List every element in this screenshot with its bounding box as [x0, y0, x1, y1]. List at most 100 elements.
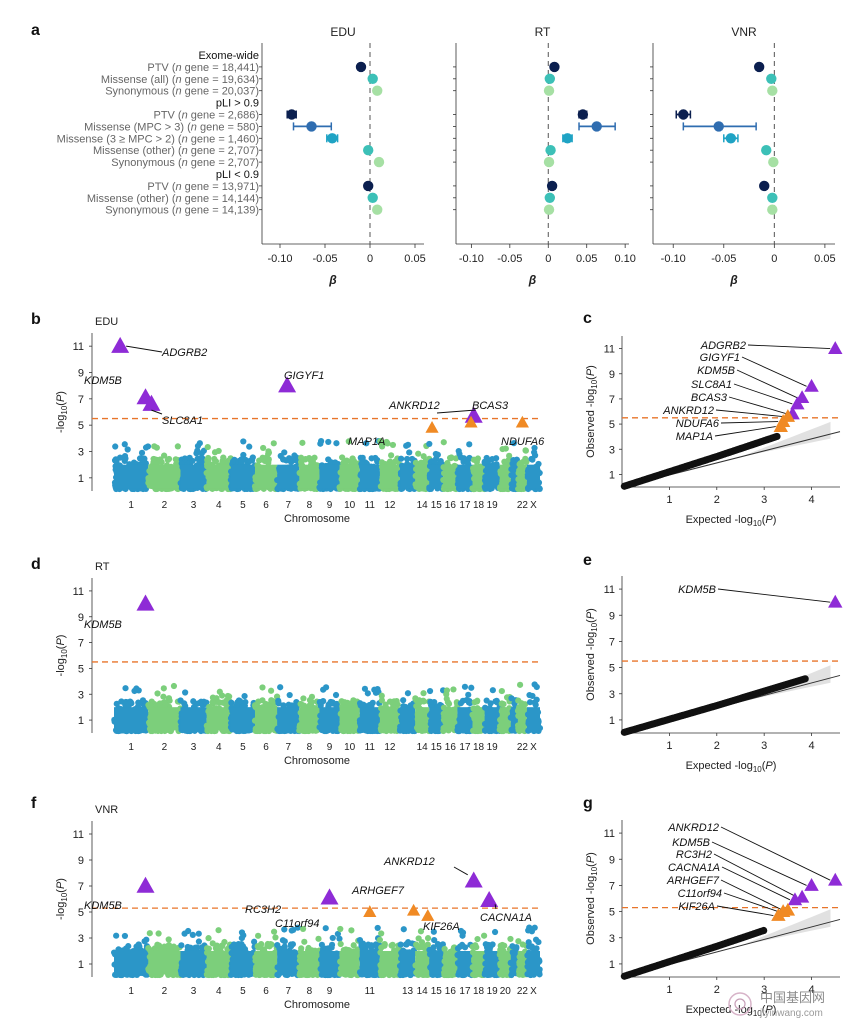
- chromosome-tick-label: 16: [445, 500, 457, 511]
- row-label: PTV (n gene = 2,686): [153, 110, 259, 122]
- chromosome-tick-label: 14: [417, 742, 429, 753]
- manhattan-point: [182, 689, 189, 696]
- forest-point: [767, 85, 778, 96]
- manhattan-density-band: [114, 707, 149, 731]
- manhattan-point: [124, 446, 131, 453]
- panel-letter-a: a: [31, 22, 40, 39]
- hit-leader-line: [151, 409, 163, 415]
- qq-leader-line: [728, 396, 788, 415]
- manhattan-point: [366, 701, 373, 709]
- qq-x-axis-label: Expected -log10(P): [686, 760, 777, 774]
- manhattan-point: [161, 452, 168, 459]
- manhattan-y-tick-label: 11: [73, 829, 84, 841]
- qq-y-tick-label: 3: [609, 444, 615, 456]
- manhattan-density-band: [339, 707, 360, 731]
- forest-x-tick-label: -0.05: [497, 253, 522, 265]
- manhattan-point: [195, 930, 202, 937]
- manhattan-point: [378, 944, 385, 951]
- manhattan-point: [336, 935, 343, 942]
- forest-point: [543, 204, 555, 215]
- manhattan-point: [111, 457, 119, 464]
- manhattan-point: [510, 440, 517, 447]
- manhattan-y-axis-label: -log10(P): [55, 391, 69, 433]
- manhattan-point: [204, 443, 211, 451]
- chromosome-tick-label: 12: [384, 500, 396, 511]
- manhattan-point: [473, 944, 480, 951]
- manhattan-point: [251, 938, 258, 945]
- forest-x-tick-label: 0.05: [576, 253, 597, 265]
- manhattan-point: [398, 455, 405, 462]
- chromosome-tick-label: 9: [327, 500, 333, 511]
- chromosome-tick-label: 5: [240, 500, 246, 511]
- manhattan-point: [146, 930, 153, 937]
- forest-point: [544, 73, 556, 85]
- manhattan-y-tick-label: 9: [78, 368, 84, 380]
- manhattan-point: [228, 699, 235, 706]
- qq-x-tick-label: 3: [761, 740, 767, 752]
- forest-point: [286, 109, 297, 120]
- manhattan-density-band: [180, 464, 207, 489]
- forest-point: [363, 180, 374, 192]
- manhattan-point: [329, 934, 336, 942]
- manhattan-point: [389, 700, 396, 707]
- chromosome-tick-label: 3: [191, 742, 197, 753]
- qq-gene-label: NDUFA6: [676, 418, 720, 430]
- chromosome-tick-label: 9: [327, 742, 333, 753]
- manhattan-point: [264, 942, 271, 950]
- manhattan-density-band: [230, 951, 255, 975]
- manhattan-point: [363, 440, 370, 447]
- qq-point: [773, 432, 781, 441]
- manhattan-point: [277, 684, 284, 691]
- manhattan-point: [209, 698, 216, 706]
- manhattan-density-band: [230, 707, 255, 731]
- manhattan-point: [359, 942, 366, 949]
- manhattan-point: [318, 941, 326, 948]
- qq-hit-marker: [804, 378, 819, 392]
- manhattan-point: [211, 455, 218, 463]
- qq-y-tick-label: 9: [609, 369, 615, 381]
- manhattan-y-tick-label: 11: [73, 341, 84, 353]
- manhattan-point: [470, 456, 478, 463]
- manhattan-point: [246, 457, 254, 465]
- manhattan-point: [447, 454, 454, 462]
- manhattan-point: [522, 447, 529, 454]
- manhattan-point: [400, 926, 407, 933]
- hit-gene-label: KDM5B: [84, 375, 122, 387]
- forest-x-tick-label: -0.10: [267, 253, 292, 265]
- manhattan-x-axis-label: Chromosome: [284, 755, 350, 767]
- manhattan-density-band: [510, 707, 518, 731]
- manhattan-point: [135, 699, 142, 706]
- hit-marker: [136, 594, 155, 611]
- chromosome-tick-label: 8: [307, 500, 313, 511]
- manhattan-point: [298, 701, 305, 708]
- manhattan-point: [384, 440, 391, 447]
- manhattan-point: [419, 942, 426, 949]
- forest-x-tick-label: -0.10: [661, 253, 686, 265]
- forest-point: [549, 61, 560, 73]
- manhattan-density-band: [429, 951, 444, 975]
- qq-y-axis-label: Observed -log10(P): [585, 608, 599, 701]
- forest-point: [372, 85, 383, 96]
- manhattan-point: [193, 450, 200, 457]
- manhattan-point: [346, 700, 353, 707]
- manhattan-density-band: [484, 464, 500, 489]
- manhattan-point: [112, 443, 119, 450]
- panel-letter-c: c: [583, 310, 592, 327]
- manhattan-point: [240, 438, 247, 445]
- forest-point: [546, 180, 558, 192]
- manhattan-point: [194, 442, 202, 450]
- forest-point: [753, 61, 765, 73]
- manhattan-point: [378, 930, 385, 937]
- manhattan-point: [121, 457, 128, 464]
- chromosome-tick-label: X: [530, 742, 537, 753]
- manhattan-point: [281, 938, 288, 945]
- manhattan-point: [420, 698, 427, 705]
- manhattan-point: [350, 942, 357, 949]
- qq-x-tick-label: 3: [761, 494, 767, 506]
- manhattan-point: [181, 700, 188, 707]
- hit-marker: [425, 420, 439, 433]
- manhattan-point: [205, 454, 212, 462]
- chromosome-tick-label: 12: [384, 742, 396, 753]
- manhattan-point: [491, 928, 499, 936]
